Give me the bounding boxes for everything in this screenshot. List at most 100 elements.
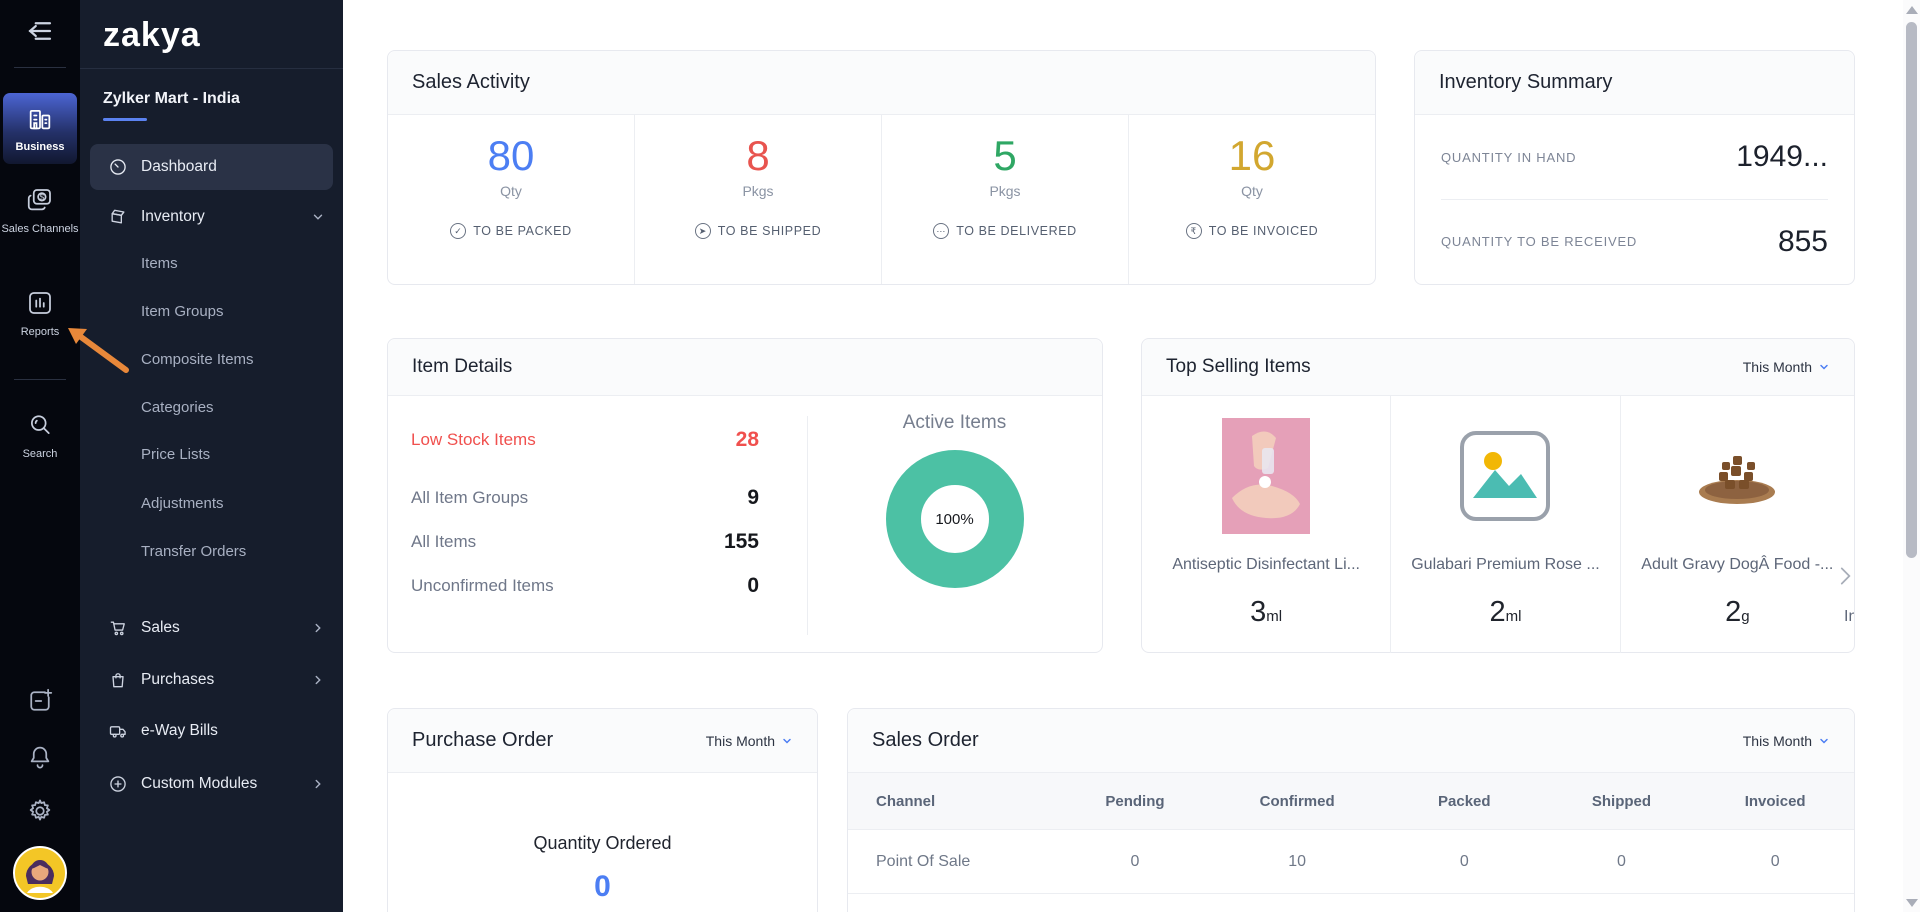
org-name[interactable]: Zylker Mart - India (103, 90, 240, 107)
chevron-down-icon (781, 735, 793, 747)
low-stock-items-row[interactable]: Low Stock Items 28 (411, 418, 759, 462)
rail-item-sales-channels[interactable]: $ Sales Channels (0, 185, 80, 236)
sidebar-item-purchases[interactable]: Purchases (80, 660, 343, 700)
top-selling-header: Top Selling Items This Month (1142, 339, 1854, 396)
stat-label: TO BE INVOICED (1208, 224, 1319, 239)
scrollbar-thumb[interactable] (1906, 22, 1917, 558)
row-value: 155 (723, 530, 759, 553)
org-underline (103, 118, 147, 121)
stat-unit: Qty (1241, 183, 1263, 200)
user-avatar[interactable] (0, 846, 80, 900)
row-label: All Items (411, 532, 477, 551)
scrollbar-down-arrow[interactable] (1906, 899, 1918, 907)
sidebar-item-eway-bills[interactable]: e-Way Bills (80, 711, 343, 751)
chevron-right-icon (311, 621, 325, 635)
bag-icon (108, 670, 128, 690)
all-item-groups-row[interactable]: All Item Groups 9 (411, 476, 759, 520)
period-label: This Month (1742, 359, 1812, 375)
sidebar-item-custom-modules[interactable]: Custom Modules (80, 764, 343, 804)
stat-value: 8 (746, 132, 770, 179)
inventory-summary-card: Inventory Summary QUANTITY IN HAND 1949.… (1414, 50, 1855, 285)
cell-confirmed: 10 (1288, 852, 1307, 870)
sidebar-item-label: Purchases (141, 671, 215, 688)
quantity-in-hand-row[interactable]: QUANTITY IN HAND 1949... (1441, 115, 1828, 199)
packed-check-icon: ✓ (450, 223, 467, 240)
page-scrollbar (1903, 0, 1920, 912)
stat-to-be-packed[interactable]: 80 Qty ✓ TO BE PACKED (388, 115, 635, 284)
col-shipped: Shipped (1591, 792, 1652, 810)
sidebar-item-transfer-orders[interactable]: Transfer Orders (80, 531, 343, 571)
scrollbar-up-arrow[interactable] (1906, 6, 1918, 14)
all-items-row[interactable]: All Items 155 (411, 520, 759, 564)
unconfirmed-items-row[interactable]: Unconfirmed Items 0 (411, 564, 759, 608)
chevron-down-icon (1818, 735, 1830, 747)
sidebar-item-dashboard[interactable]: Dashboard (90, 144, 333, 190)
stat-unit: Pkgs (989, 183, 1021, 200)
row-value: 855 (1777, 224, 1828, 258)
stat-value: 16 (1228, 132, 1276, 179)
sidebar-item-item-groups[interactable]: Item Groups (80, 291, 343, 331)
top-selling-period-dropdown[interactable]: This Month (1743, 359, 1830, 375)
purchase-order-period-dropdown[interactable]: This Month (706, 733, 793, 749)
rail-item-label: Business (15, 141, 65, 153)
sidebar-subitem-label: Adjustments (141, 494, 224, 512)
cell-shipped: 0 (1617, 852, 1626, 870)
sidebar-item-inventory[interactable]: Inventory (80, 197, 343, 237)
sidebar-item-label: Dashboard (141, 158, 217, 175)
active-items-donut[interactable]: 100% (885, 450, 1024, 588)
sidebar-item-categories[interactable]: Categories (80, 387, 343, 427)
card-title: Sales Activity (412, 71, 530, 93)
metric-value: 0 (594, 870, 611, 903)
sidebar-item-adjustments[interactable]: Adjustments (80, 483, 343, 523)
stat-caption: ➤ TO BE SHIPPED (694, 223, 821, 240)
carousel-next-icon[interactable] (1832, 556, 1854, 601)
top-item-3[interactable]: Adult Gravy DogÂ Food -... 2g (1621, 396, 1854, 653)
row-value: 0 (747, 574, 759, 597)
sales-order-card: Sales Order This Month Channel Pending C… (847, 708, 1855, 912)
sidebar-item-sales[interactable]: Sales (80, 608, 343, 648)
stat-to-be-shipped[interactable]: 8 Pkgs ➤ TO BE SHIPPED (635, 115, 882, 284)
row-label: Low Stock Items (411, 430, 536, 449)
top-item-2[interactable]: Gulabari Premium Rose ... 2ml (1391, 396, 1621, 653)
col-packed: Packed (1438, 792, 1491, 810)
delivered-icon: ⋯ (933, 223, 950, 240)
top-selling-items-card: Top Selling Items This Month (1141, 338, 1855, 653)
top-item-1[interactable]: Antiseptic Disinfectant Li... 3ml (1142, 396, 1392, 653)
stat-to-be-delivered[interactable]: 5 Pkgs ⋯ TO BE DELIVERED (882, 115, 1129, 284)
purchase-order-body: Quantity Ordered 0 (388, 773, 817, 904)
chevron-right-icon (311, 777, 325, 791)
rail-item-business[interactable]: Business (3, 93, 77, 165)
sidebar-item-price-lists[interactable]: Price Lists (80, 434, 343, 474)
announcements-button[interactable] (0, 686, 80, 716)
sidebar-item-label: Inventory (141, 208, 205, 225)
rail-item-search[interactable]: Search (0, 410, 80, 461)
sidebar-subitem-label: Price Lists (141, 445, 211, 463)
inventory-summary-body: QUANTITY IN HAND 1949... QUANTITY TO BE … (1415, 115, 1854, 283)
product-image-antiseptic (1222, 396, 1311, 556)
sidebar-item-items[interactable]: Items (80, 243, 343, 283)
search-icon (25, 410, 55, 440)
avatar-image (13, 846, 67, 900)
quantity-to-be-received-row[interactable]: QUANTITY TO BE RECEIVED 855 (1441, 199, 1828, 283)
rail-item-reports[interactable]: Reports (0, 288, 80, 339)
card-title: Top Selling Items (1166, 356, 1311, 377)
stat-to-be-invoiced[interactable]: 16 Qty ₹ TO BE INVOICED (1129, 115, 1375, 284)
settings-button[interactable] (0, 796, 80, 826)
item-details-list: Low Stock Items 28 All Item Groups 9 All… (411, 396, 759, 608)
qty-value: 2 (1489, 596, 1506, 628)
collapse-sidebar-button[interactable] (0, 14, 80, 48)
rail-item-label: Sales Channels (1, 223, 79, 235)
notifications-button[interactable] (0, 742, 80, 772)
cart-icon (108, 618, 128, 638)
qty-value: 2 (1725, 596, 1742, 628)
sales-order-period-dropdown[interactable]: This Month (1743, 733, 1830, 749)
table-row-point-of-sale[interactable]: Point Of Sale 0 10 0 0 0 (848, 830, 1854, 894)
sidebar-item-composite-items[interactable]: Composite Items (80, 339, 343, 379)
card-title: Sales Order (872, 729, 979, 751)
col-pending: Pending (1105, 792, 1165, 810)
shipped-icon: ➤ (694, 223, 711, 240)
inventory-box-icon (108, 207, 128, 227)
sidebar: zakya Zylker Mart - India Dashboard Inve… (80, 0, 343, 912)
sales-order-header: Sales Order This Month (848, 709, 1854, 773)
cell-channel: Point Of Sale (876, 852, 971, 870)
